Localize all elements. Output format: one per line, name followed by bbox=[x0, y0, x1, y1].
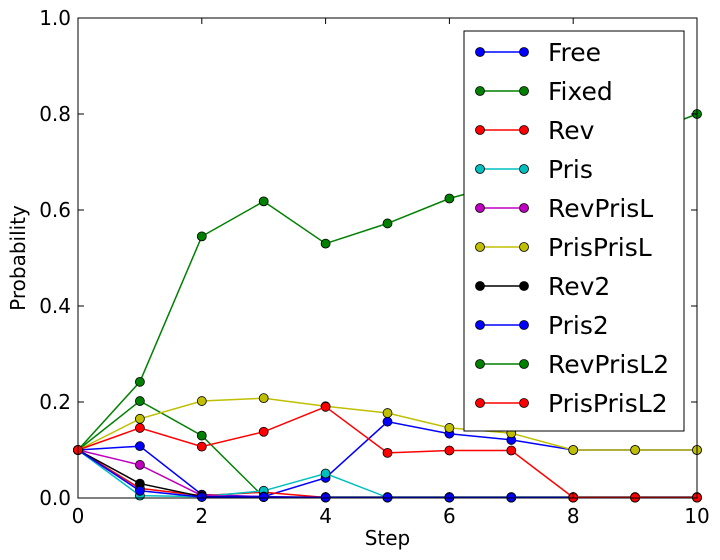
data-point bbox=[196, 441, 207, 452]
data-point bbox=[134, 423, 145, 433]
legend-item: Pris2 bbox=[475, 311, 609, 340]
legend-item: RevPrisL2 bbox=[475, 350, 669, 379]
legend-marker bbox=[475, 398, 485, 408]
x-tick-label: 6 bbox=[443, 504, 456, 528]
legend-label: Pris bbox=[548, 155, 593, 184]
legend-label: Free bbox=[548, 38, 601, 67]
legend-marker bbox=[475, 242, 485, 252]
legend-marker bbox=[519, 125, 529, 135]
legend-marker bbox=[475, 359, 485, 369]
data-point bbox=[382, 447, 393, 458]
legend-marker bbox=[475, 86, 485, 96]
data-point bbox=[134, 376, 145, 387]
legend-marker bbox=[475, 47, 485, 57]
y-axis-title: Probability bbox=[6, 205, 30, 311]
data-point bbox=[134, 459, 145, 470]
legend-item: Rev2 bbox=[475, 272, 610, 301]
legend-marker bbox=[519, 398, 529, 408]
legend-item: Fixed bbox=[475, 77, 613, 106]
data-point bbox=[258, 492, 269, 502]
x-tick-label: 10 bbox=[684, 504, 709, 528]
legend-item: PrisPrisL bbox=[475, 233, 652, 262]
legend-item: RevPrisL bbox=[475, 194, 653, 223]
legend-marker bbox=[519, 47, 529, 57]
y-tick-label: 0.8 bbox=[39, 102, 71, 126]
legend-label: PrisPrisL2 bbox=[548, 389, 668, 418]
legend-label: Rev2 bbox=[548, 272, 610, 301]
x-tick-label: 8 bbox=[567, 504, 580, 528]
data-point bbox=[134, 485, 145, 496]
y-tick-label: 0.2 bbox=[39, 390, 71, 414]
legend-label: Fixed bbox=[548, 77, 613, 106]
legend-label: RevPrisL bbox=[548, 194, 653, 223]
data-point bbox=[196, 231, 207, 242]
legend-marker bbox=[475, 164, 485, 174]
x-tick-label: 4 bbox=[319, 504, 332, 528]
legend-marker bbox=[519, 359, 529, 369]
data-point bbox=[320, 238, 331, 249]
data-point bbox=[320, 401, 331, 412]
data-point bbox=[196, 396, 207, 406]
legend-item: Rev bbox=[475, 116, 595, 145]
legend-label: Rev bbox=[548, 116, 595, 145]
legend-marker bbox=[519, 86, 529, 96]
data-point bbox=[444, 445, 455, 456]
data-point bbox=[134, 441, 145, 452]
legend-item: PrisPrisL2 bbox=[475, 389, 668, 418]
y-tick-label: 0.0 bbox=[39, 486, 71, 510]
legend-label: Pris2 bbox=[548, 311, 609, 340]
data-point bbox=[506, 445, 517, 456]
legend: Free Fixed Rev Pris RevPrisL PrisPrisL Rev2 Pri… bbox=[463, 30, 685, 432]
data-point bbox=[382, 416, 393, 427]
legend-label: PrisPrisL bbox=[548, 233, 652, 262]
data-point bbox=[444, 193, 455, 204]
legend-marker bbox=[519, 242, 529, 252]
legend-label: RevPrisL2 bbox=[548, 350, 669, 379]
data-point bbox=[382, 218, 393, 229]
data-point bbox=[568, 445, 579, 455]
series-line-Free bbox=[77, 420, 697, 498]
axes-frame bbox=[77, 17, 698, 499]
legend-item: Free bbox=[475, 38, 601, 67]
data-point bbox=[258, 196, 269, 207]
legend-marker bbox=[519, 164, 529, 174]
data-point bbox=[630, 445, 640, 455]
legend-marker bbox=[475, 203, 485, 213]
y-tick-label: 1.0 bbox=[39, 6, 71, 30]
data-point bbox=[258, 426, 269, 437]
legend-marker bbox=[475, 125, 485, 135]
axes: 0 2 4 6 8 10 0.0 0.2 0.4 0.6 0.8 1.0 bbox=[39, 6, 710, 528]
legend-marker bbox=[475, 320, 485, 330]
y-tick-label: 0.6 bbox=[39, 198, 71, 222]
legend-marker bbox=[519, 281, 529, 291]
legend-marker bbox=[475, 281, 485, 291]
x-axis-title: Step bbox=[365, 526, 411, 550]
data-point bbox=[134, 413, 145, 424]
data-point bbox=[320, 468, 331, 479]
x-tick-label: 2 bbox=[195, 504, 208, 528]
legend-item: Pris bbox=[475, 155, 593, 184]
y-tick-label: 0.4 bbox=[39, 294, 71, 318]
data-point bbox=[258, 393, 269, 404]
series-PrisPrisL bbox=[73, 393, 702, 455]
data-point bbox=[444, 423, 455, 433]
data-point bbox=[134, 396, 145, 406]
x-tick-label: 0 bbox=[72, 504, 85, 528]
legend-marker bbox=[519, 203, 529, 213]
data-point bbox=[196, 430, 207, 441]
legend-marker bbox=[519, 320, 529, 330]
data-point bbox=[382, 408, 393, 418]
